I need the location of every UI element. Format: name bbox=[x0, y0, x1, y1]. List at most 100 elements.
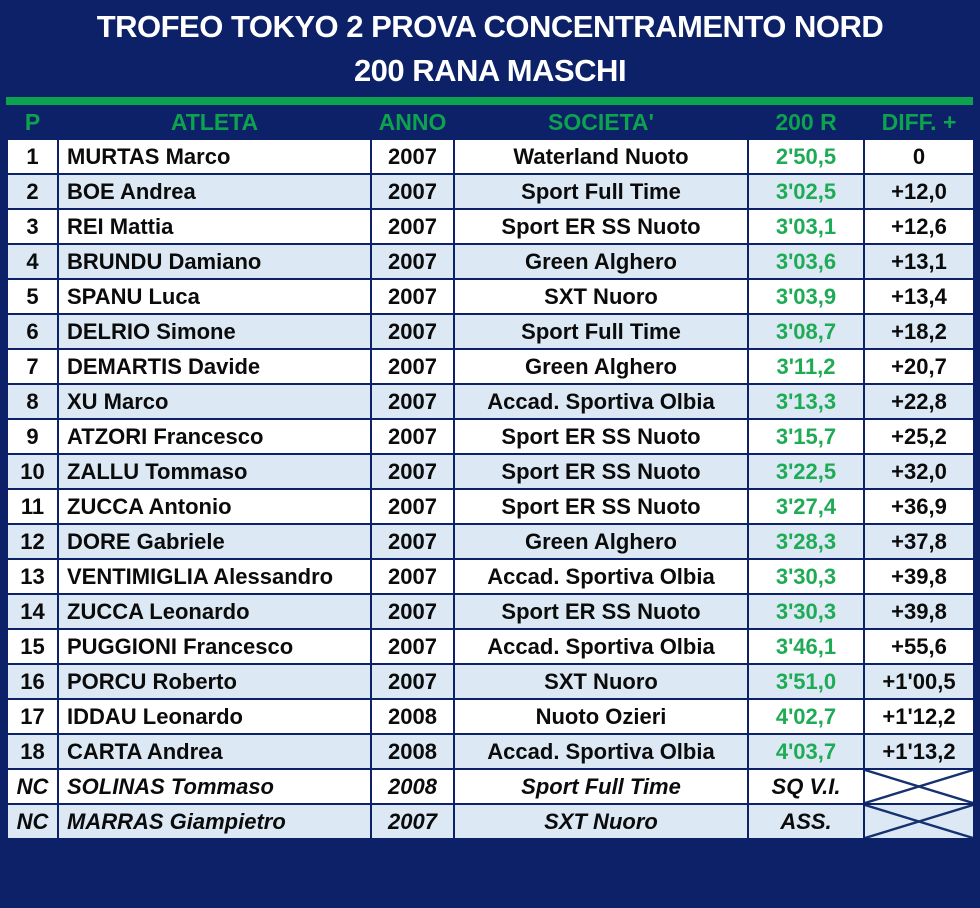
athlete-cell: DORE Gabriele bbox=[57, 523, 372, 560]
table-row: 7 DEMARTIS Davide 2007 Green Alghero 3'1… bbox=[6, 348, 975, 385]
table-row: 17 IDDAU Leonardo 2008 Nuoto Ozieri 4'02… bbox=[6, 698, 975, 735]
year-cell: 2007 bbox=[370, 278, 455, 315]
results-table: P ATLETA ANNO SOCIETA' 200 R DIFF. + 1 M… bbox=[6, 105, 975, 840]
table-row: NC MARRAS Giampietro 2007 SXT Nuoro ASS. bbox=[6, 803, 975, 840]
diff-value: +13,4 bbox=[891, 283, 947, 309]
time-cell: 3'30,3 bbox=[747, 558, 865, 595]
time-cell: 3'08,7 bbox=[747, 313, 865, 350]
year-cell: 2007 bbox=[370, 523, 455, 560]
club-cell: Sport ER SS Nuoto bbox=[453, 593, 749, 630]
diff-cell: 0 bbox=[863, 138, 975, 175]
diff-value: +37,8 bbox=[891, 528, 947, 554]
year-cell: 2008 bbox=[370, 768, 455, 805]
time-cell: 4'02,7 bbox=[747, 698, 865, 735]
table-row: 14 ZUCCA Leonardo 2007 Sport ER SS Nuoto… bbox=[6, 593, 975, 630]
athlete-cell: DEMARTIS Davide bbox=[57, 348, 372, 385]
athlete-cell: ATZORI Francesco bbox=[57, 418, 372, 455]
table-row: 11 ZUCCA Antonio 2007 Sport ER SS Nuoto … bbox=[6, 488, 975, 525]
year-cell: 2007 bbox=[370, 453, 455, 490]
athlete-cell: MARRAS Giampietro bbox=[57, 803, 372, 840]
time-cell: 3'15,7 bbox=[747, 418, 865, 455]
position-cell: 12 bbox=[6, 523, 59, 560]
diff-cell: +13,4 bbox=[863, 278, 975, 315]
table-row: 16 PORCU Roberto 2007 SXT Nuoro 3'51,0 +… bbox=[6, 663, 975, 700]
position-cell: 8 bbox=[6, 383, 59, 420]
diff-value: +1'13,2 bbox=[882, 738, 956, 764]
time-cell: SQ V.I. bbox=[747, 768, 865, 805]
position-cell: 4 bbox=[6, 243, 59, 280]
diff-cell: +12,0 bbox=[863, 173, 975, 210]
table-row: 8 XU Marco 2007 Accad. Sportiva Olbia 3'… bbox=[6, 383, 975, 420]
time-cell: 4'03,7 bbox=[747, 733, 865, 770]
position-cell: 5 bbox=[6, 278, 59, 315]
club-cell: Sport ER SS Nuoto bbox=[453, 208, 749, 245]
table-row: 2 BOE Andrea 2007 Sport Full Time 3'02,5… bbox=[6, 173, 975, 210]
athlete-cell: BRUNDU Damiano bbox=[57, 243, 372, 280]
diff-value: 0 bbox=[912, 143, 926, 169]
diff-value: +55,6 bbox=[891, 633, 947, 659]
diff-cell: +20,7 bbox=[863, 348, 975, 385]
diff-value: +39,8 bbox=[891, 598, 947, 624]
athlete-cell: CARTA Andrea bbox=[57, 733, 372, 770]
table-row: 1 MURTAS Marco 2007 Waterland Nuoto 2'50… bbox=[6, 138, 975, 175]
position-cell: 7 bbox=[6, 348, 59, 385]
club-cell: Green Alghero bbox=[453, 348, 749, 385]
time-cell: 2'50,5 bbox=[747, 138, 865, 175]
event-title: TROFEO TOKYO 2 PROVA CONCENTRAMENTO NORD bbox=[96, 9, 884, 44]
cross-out-icon bbox=[865, 770, 973, 803]
diff-value: +12,6 bbox=[891, 213, 947, 239]
table-row: 15 PUGGIONI Francesco 2007 Accad. Sporti… bbox=[6, 628, 975, 665]
year-cell: 2007 bbox=[370, 628, 455, 665]
time-cell: 3'03,9 bbox=[747, 278, 865, 315]
time-cell: 3'02,5 bbox=[747, 173, 865, 210]
col-header-club: SOCIETA' bbox=[453, 105, 749, 140]
time-cell: 3'27,4 bbox=[747, 488, 865, 525]
year-cell: 2007 bbox=[370, 348, 455, 385]
time-cell: 3'30,3 bbox=[747, 593, 865, 630]
diff-value: +1'12,2 bbox=[882, 703, 956, 729]
time-cell: 3'03,6 bbox=[747, 243, 865, 280]
title-block: TROFEO TOKYO 2 PROVA CONCENTRAMENTO NORD… bbox=[0, 0, 980, 97]
athlete-cell: ZALLU Tommaso bbox=[57, 453, 372, 490]
col-header-athlete: ATLETA bbox=[57, 105, 372, 140]
diff-value: +13,1 bbox=[891, 248, 947, 274]
table-row: 18 CARTA Andrea 2008 Accad. Sportiva Olb… bbox=[6, 733, 975, 770]
col-header-diff: DIFF. + bbox=[863, 105, 975, 140]
club-cell: Waterland Nuoto bbox=[453, 138, 749, 175]
col-header-position: P bbox=[6, 105, 59, 140]
year-cell: 2007 bbox=[370, 173, 455, 210]
diff-cell: +18,2 bbox=[863, 313, 975, 350]
diff-cell: +12,6 bbox=[863, 208, 975, 245]
position-cell: 13 bbox=[6, 558, 59, 595]
table-row: 3 REI Mattia 2007 Sport ER SS Nuoto 3'03… bbox=[6, 208, 975, 245]
race-title: 200 RANA MASCHI bbox=[353, 53, 627, 88]
diff-cell: +13,1 bbox=[863, 243, 975, 280]
year-cell: 2007 bbox=[370, 558, 455, 595]
table-row: NC SOLINAS Tommaso 2008 Sport Full Time … bbox=[6, 768, 975, 805]
diff-cell bbox=[863, 803, 975, 840]
position-cell: 14 bbox=[6, 593, 59, 630]
club-cell: Accad. Sportiva Olbia bbox=[453, 558, 749, 595]
diff-cell: +39,8 bbox=[863, 558, 975, 595]
position-cell: 3 bbox=[6, 208, 59, 245]
athlete-cell: SOLINAS Tommaso bbox=[57, 768, 372, 805]
athlete-cell: XU Marco bbox=[57, 383, 372, 420]
club-cell: Sport Full Time bbox=[453, 313, 749, 350]
diff-cell bbox=[863, 768, 975, 805]
col-header-year: ANNO bbox=[370, 105, 455, 140]
time-cell: 3'46,1 bbox=[747, 628, 865, 665]
year-cell: 2007 bbox=[370, 488, 455, 525]
time-cell: 3'28,3 bbox=[747, 523, 865, 560]
time-cell: 3'22,5 bbox=[747, 453, 865, 490]
time-cell: 3'51,0 bbox=[747, 663, 865, 700]
club-cell: Sport ER SS Nuoto bbox=[453, 418, 749, 455]
athlete-cell: PORCU Roberto bbox=[57, 663, 372, 700]
time-cell: 3'13,3 bbox=[747, 383, 865, 420]
year-cell: 2007 bbox=[370, 208, 455, 245]
diff-value: +32,0 bbox=[891, 458, 947, 484]
athlete-cell: PUGGIONI Francesco bbox=[57, 628, 372, 665]
diff-cell: +1'00,5 bbox=[863, 663, 975, 700]
year-cell: 2007 bbox=[370, 593, 455, 630]
club-cell: Accad. Sportiva Olbia bbox=[453, 733, 749, 770]
club-cell: Nuoto Ozieri bbox=[453, 698, 749, 735]
